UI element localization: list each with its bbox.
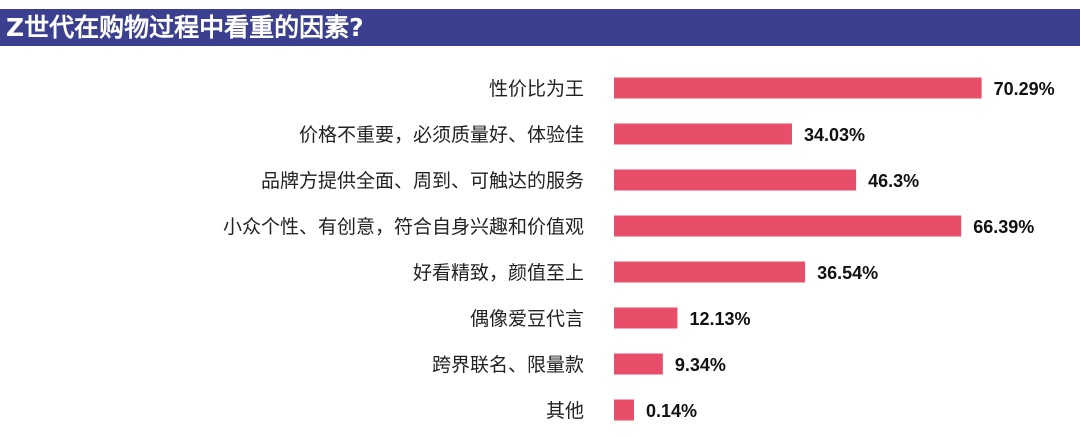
value-label: 12.13%: [689, 309, 750, 329]
bar: [614, 399, 634, 421]
category-label: 好看精致，颜值至上: [413, 262, 584, 284]
bar: [614, 261, 806, 283]
bar: [614, 307, 678, 329]
value-label: 0.14%: [646, 401, 697, 421]
title-bar: Z世代在购物过程中看重的因素?: [0, 9, 1080, 46]
category-label: 小众个性、有创意，符合自身兴趣和价值观: [223, 216, 584, 238]
bar: [614, 123, 792, 145]
bar: [614, 169, 857, 191]
value-label: 9.34%: [675, 355, 726, 375]
value-label: 34.03%: [804, 125, 865, 145]
bar: [614, 353, 663, 375]
category-label: 价格不重要，必须质量好、体验佳: [299, 124, 584, 146]
chart-title: Z世代在购物过程中看重的因素?: [6, 13, 364, 42]
bar: [614, 77, 982, 99]
category-label: 跨界联名、限量款: [432, 354, 584, 376]
value-label: 36.54%: [817, 263, 878, 283]
value-label: 46.3%: [868, 171, 919, 191]
category-label: 性价比为王: [489, 78, 584, 100]
category-label: 偶像爱豆代言: [470, 308, 584, 330]
value-label: 70.29%: [994, 79, 1055, 99]
bar: [614, 215, 962, 237]
category-label: 其他: [546, 400, 584, 422]
value-label: 66.39%: [973, 217, 1034, 237]
category-label: 品牌方提供全面、周到、可触达的服务: [261, 170, 584, 192]
